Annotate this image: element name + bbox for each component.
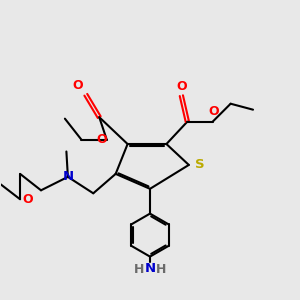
Text: O: O bbox=[176, 80, 187, 93]
Text: O: O bbox=[73, 80, 83, 92]
Text: N: N bbox=[62, 170, 74, 183]
Text: S: S bbox=[195, 158, 205, 171]
Text: O: O bbox=[22, 193, 33, 206]
Text: N: N bbox=[144, 262, 156, 275]
Text: H: H bbox=[156, 263, 166, 277]
Text: H: H bbox=[134, 263, 144, 277]
Text: O: O bbox=[96, 133, 107, 146]
Text: O: O bbox=[208, 105, 219, 118]
